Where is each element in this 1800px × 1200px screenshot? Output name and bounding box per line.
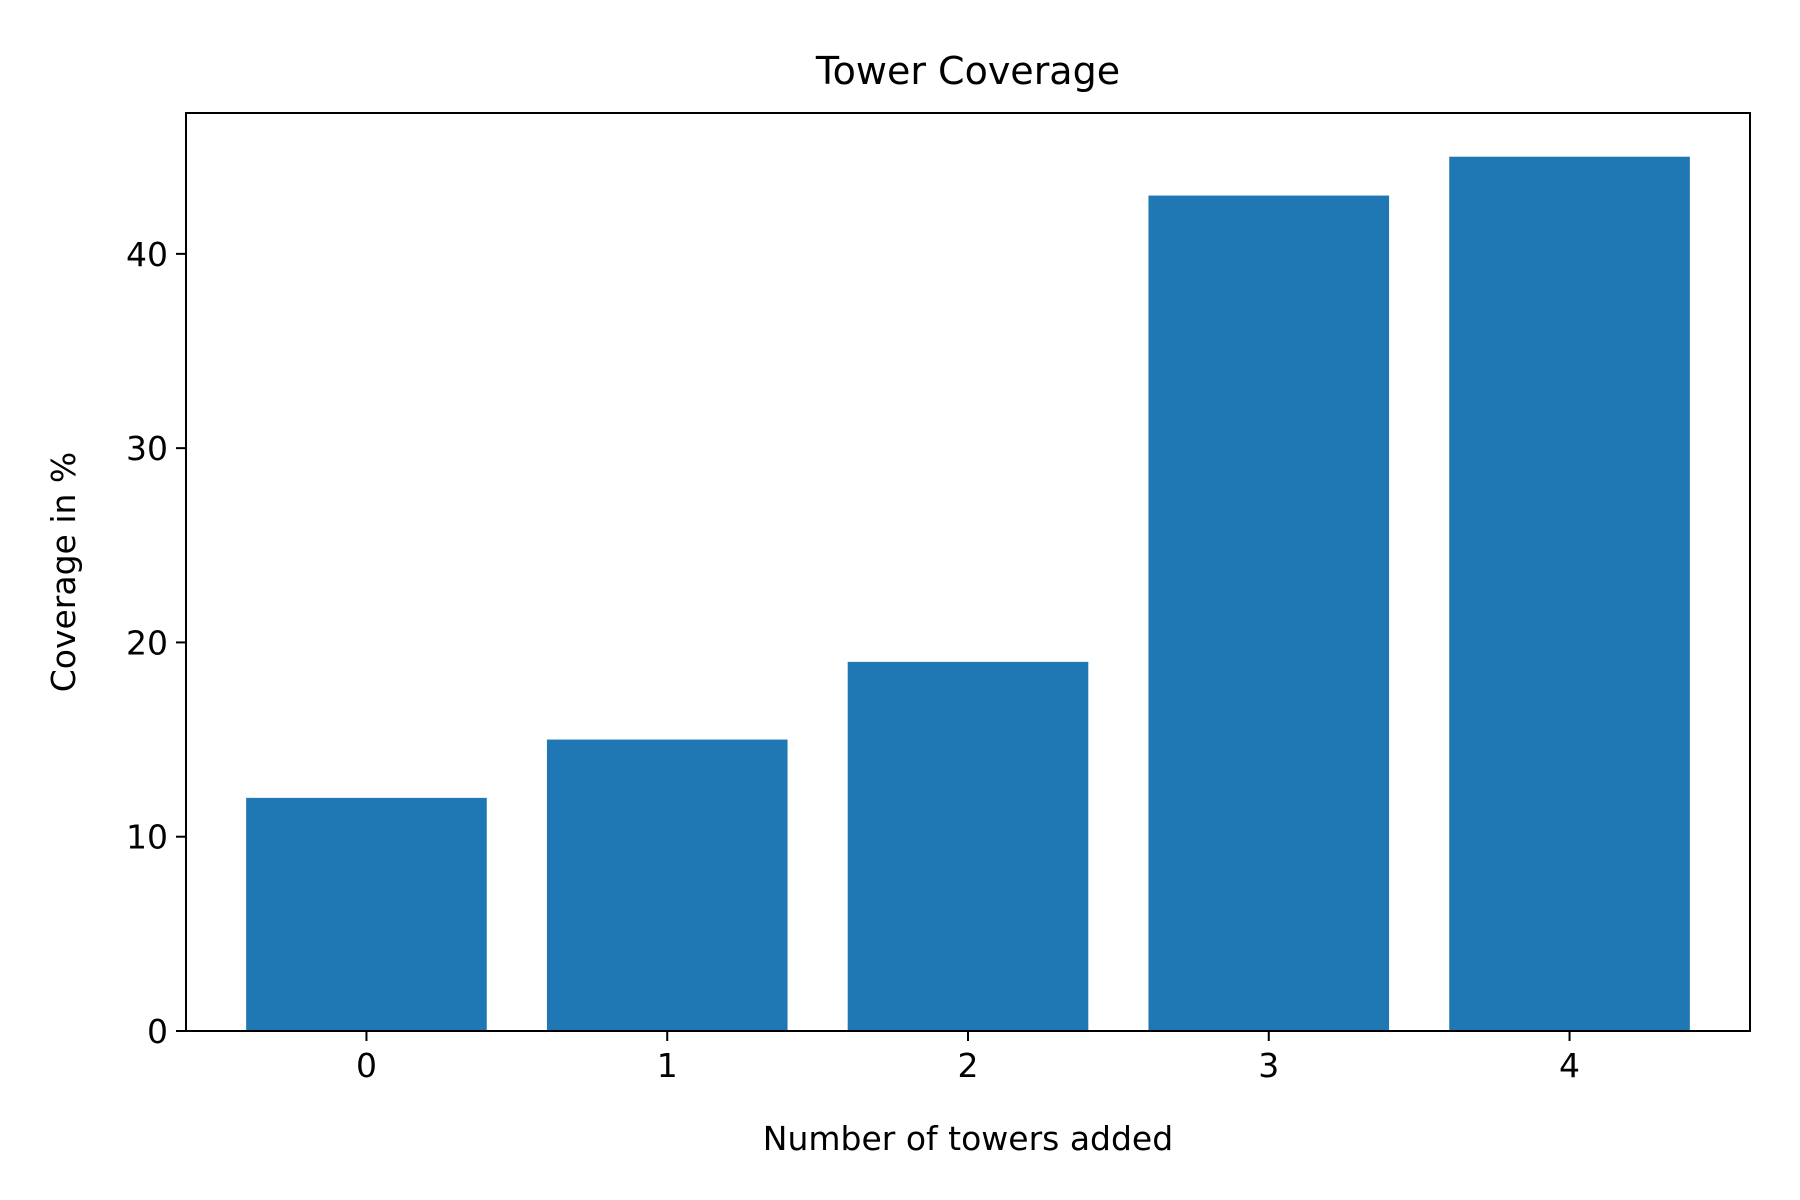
bar-0 <box>246 797 487 1031</box>
bar-2 <box>847 661 1089 1031</box>
x-tick-label: 2 <box>958 1046 979 1085</box>
bar-group <box>246 156 1690 1032</box>
y-tick-label: 30 <box>126 429 168 468</box>
y-tick-label: 40 <box>126 235 168 274</box>
y-tick-label: 0 <box>147 1012 168 1051</box>
x-tick-label: 1 <box>657 1046 678 1085</box>
bar-3 <box>1148 195 1390 1032</box>
bar-4 <box>1449 156 1690 1031</box>
plot-frame <box>185 112 1751 1032</box>
x-tick-label: 4 <box>1559 1046 1580 1085</box>
y-tick-label: 10 <box>126 818 168 857</box>
x-axis-label: Number of towers added <box>763 1119 1173 1158</box>
y-tick-label: 20 <box>126 623 168 662</box>
bar-1 <box>546 739 788 1031</box>
x-tick-label: 0 <box>356 1046 377 1085</box>
chart-title: Tower Coverage <box>815 49 1120 93</box>
x-tick-label: 3 <box>1258 1046 1279 1085</box>
y-axis-label: Coverage in % <box>44 452 83 693</box>
